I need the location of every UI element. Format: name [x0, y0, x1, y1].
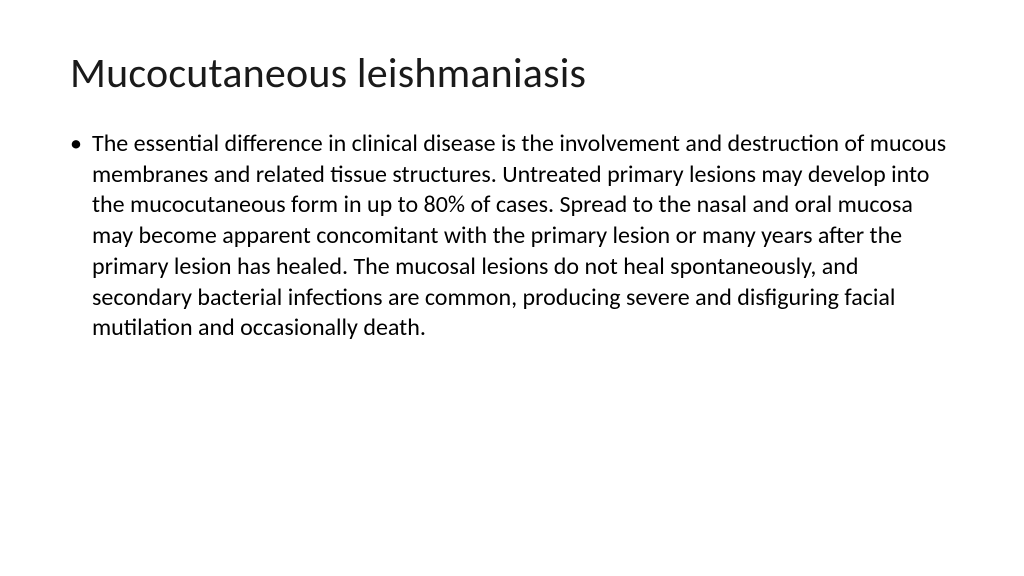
slide: Mucocutaneous leishmaniasis The essentia… — [0, 0, 1024, 576]
slide-title: Mucocutaneous leishmaniasis — [70, 48, 954, 99]
slide-body: The essential difference in clinical dis… — [70, 129, 954, 344]
bullet-item: The essential difference in clinical dis… — [70, 129, 954, 344]
